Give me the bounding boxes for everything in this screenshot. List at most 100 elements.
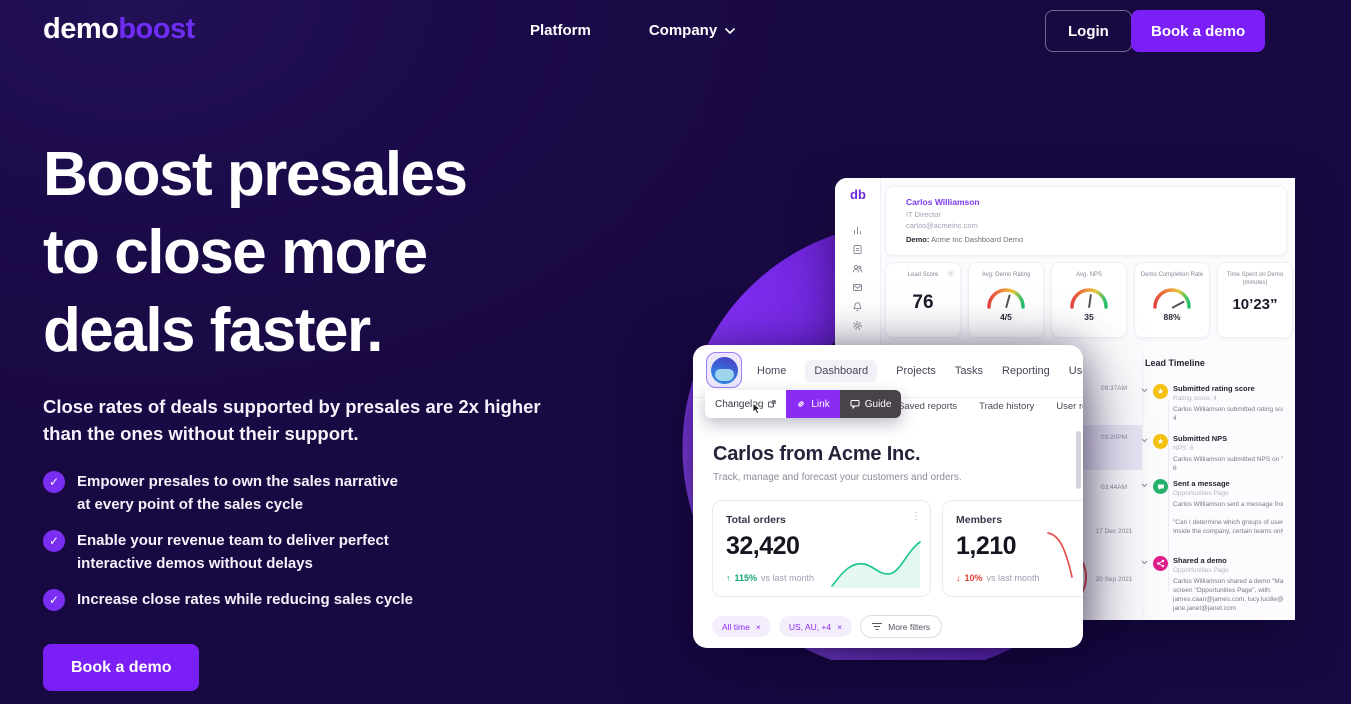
mail-icon[interactable]: [852, 282, 863, 293]
filter-chip-all-time[interactable]: All time ×: [712, 616, 771, 637]
overlay-nav: Home Dashboard Projects Tasks Reporting …: [757, 358, 1083, 384]
document-icon[interactable]: [852, 244, 863, 255]
chevron-down-icon[interactable]: [1141, 483, 1148, 488]
star-icon: ★: [1153, 384, 1168, 399]
total-orders-card: Total orders ⋮ 32,420 ↑ 115% vs last mon…: [712, 500, 931, 597]
tab-users[interactable]: Users: [1068, 365, 1083, 377]
timeline-item[interactable]: ★ Submitted NPS NPS: 6 Carlos Williamson…: [1141, 434, 1291, 473]
bullet-item: ✓ Increase close rates while reducing sa…: [43, 588, 413, 611]
gauge-icon: [1067, 284, 1111, 310]
lead-demo: Demo: Acme Inc Dashboard Demo: [906, 235, 1024, 244]
timestamp: 03:44AM: [1100, 484, 1128, 491]
metric-value: 10’23”: [1232, 296, 1278, 313]
hero-bullets: ✓ Empower presales to own the sales narr…: [43, 470, 413, 611]
external-link-icon: [768, 400, 777, 408]
scrollbar[interactable]: [1076, 431, 1081, 489]
timestamp: 03:20PM: [1100, 434, 1128, 441]
avatar[interactable]: [706, 352, 742, 388]
timeline-item[interactable]: Shared a demo Opportunities Page Carlos …: [1141, 556, 1291, 613]
stat-delta: ↑ 115% vs last month: [726, 573, 815, 583]
bullet-item: ✓ Enable your revenue team to deliver pe…: [43, 529, 413, 575]
tab-saved-reports[interactable]: Saved reports: [898, 400, 958, 412]
cursor-icon: [752, 402, 762, 415]
overlay-heading: Carlos from Acme Inc.: [713, 443, 921, 465]
metric-demo-rating: Avg. Demo Rating 4/5: [968, 262, 1044, 338]
login-button[interactable]: Login: [1045, 10, 1132, 52]
metric-value: 35: [1084, 312, 1094, 322]
link-icon: [798, 401, 805, 407]
logo-boost: boost: [118, 13, 195, 45]
metric-value: 88%: [1163, 312, 1181, 322]
kebab-menu-icon[interactable]: ⋮: [911, 511, 921, 522]
bell-icon[interactable]: [852, 301, 863, 312]
tab-user-reports[interactable]: User rep: [1056, 400, 1083, 412]
report-tabs: Saved reports Trade history User rep: [898, 396, 1083, 416]
gear-icon[interactable]: [852, 320, 863, 331]
lead-name: Carlos Williamson: [906, 197, 980, 207]
close-icon[interactable]: ×: [837, 621, 843, 632]
users-icon[interactable]: [852, 263, 863, 274]
stat-value: 1,210: [956, 532, 1017, 560]
check-icon: ✓: [43, 589, 65, 611]
lead-timeline-title: Lead Timeline: [1145, 358, 1205, 368]
chevron-down-icon[interactable]: [1141, 560, 1148, 565]
book-demo-button-header[interactable]: Book a demo: [1131, 10, 1266, 52]
tab-projects[interactable]: Projects: [896, 365, 936, 377]
bullet-text: Enable your revenue team to deliver perf…: [77, 532, 389, 572]
filter-icon: [872, 623, 883, 630]
tab-trade-history[interactable]: Trade history: [979, 400, 1035, 412]
filter-chip-regions[interactable]: US, AU, +4 ×: [778, 616, 853, 637]
metric-nps: Avg. NPS 35: [1051, 262, 1127, 338]
logo[interactable]: demoboost: [43, 13, 195, 46]
sparkline-red: [1047, 532, 1073, 578]
nav-platform[interactable]: Platform: [530, 22, 591, 39]
close-icon[interactable]: ×: [755, 621, 761, 632]
gauge-icon: [984, 284, 1028, 310]
chevron-down-icon[interactable]: [1141, 388, 1148, 393]
timeline-connector: [1168, 400, 1169, 592]
timestamp: 09:37AM: [1100, 385, 1128, 392]
tab-tasks[interactable]: Tasks: [954, 365, 984, 377]
tab-reporting[interactable]: Reporting: [1002, 365, 1050, 377]
tab-home[interactable]: Home: [757, 365, 787, 377]
nav-company[interactable]: Company: [649, 22, 735, 39]
link-button[interactable]: Link: [786, 390, 840, 418]
lead-profile-card: Carlos Williamson IT Director carlos@acm…: [885, 186, 1287, 256]
guide-button[interactable]: Guide: [839, 390, 902, 418]
overlay-subheading: Track, manage and forecast your customer…: [713, 472, 962, 483]
bullet-text: Empower presales to own the sales narrat…: [77, 473, 398, 513]
timestamp: 20 Sep 2021: [1095, 576, 1133, 583]
down-arrow-icon: ↓: [956, 573, 961, 583]
bar-chart-icon[interactable]: [852, 225, 863, 236]
gauge-icon: [1150, 284, 1194, 310]
hero-title: Boost presales to close more deals faste…: [43, 140, 468, 365]
check-icon: ✓: [43, 471, 65, 493]
stat-value: 32,420: [726, 532, 800, 560]
timestamp-highlight: [1083, 425, 1143, 470]
chat-icon: [850, 400, 860, 409]
chevron-down-icon: [725, 27, 735, 34]
sparkline-green: [831, 541, 921, 588]
overlay-app-card: Home Dashboard Projects Tasks Reporting …: [693, 345, 1083, 648]
metric-completion-rate: Demo Completion Rate 88%: [1134, 262, 1210, 338]
share-icon: [1153, 556, 1168, 571]
top-nav: Platform Company: [530, 22, 735, 39]
metric-cards: ◎ Lead Score 76 Avg. Demo Rating 4/5 Avg…: [885, 262, 1293, 338]
changelog-button[interactable]: Changelog: [705, 390, 787, 418]
bullet-text: Increase close rates while reducing sale…: [77, 591, 414, 608]
chevron-down-icon[interactable]: [1141, 438, 1148, 443]
timeline-item[interactable]: Sent a message Opportunities Page Carlos…: [1141, 479, 1291, 536]
up-arrow-icon: ↑: [726, 573, 731, 583]
star-icon: ★: [1153, 434, 1168, 449]
metric-value: 4/5: [1000, 312, 1012, 322]
lead-email: carlos@acmeinc.com: [906, 221, 978, 230]
timeline-item[interactable]: ★ Submitted rating score Rating score: 4…: [1141, 384, 1291, 423]
book-demo-button-hero[interactable]: Book a demo: [43, 644, 200, 691]
timestamp: 17 Dec 2021: [1095, 528, 1133, 535]
bullet-item: ✓ Empower presales to own the sales narr…: [43, 470, 413, 516]
tab-dashboard[interactable]: Dashboard: [805, 360, 878, 382]
metric-lead-score: ◎ Lead Score 76: [885, 262, 961, 338]
logo-demo: demo: [43, 13, 119, 45]
more-filters-button[interactable]: More filters: [860, 615, 943, 638]
